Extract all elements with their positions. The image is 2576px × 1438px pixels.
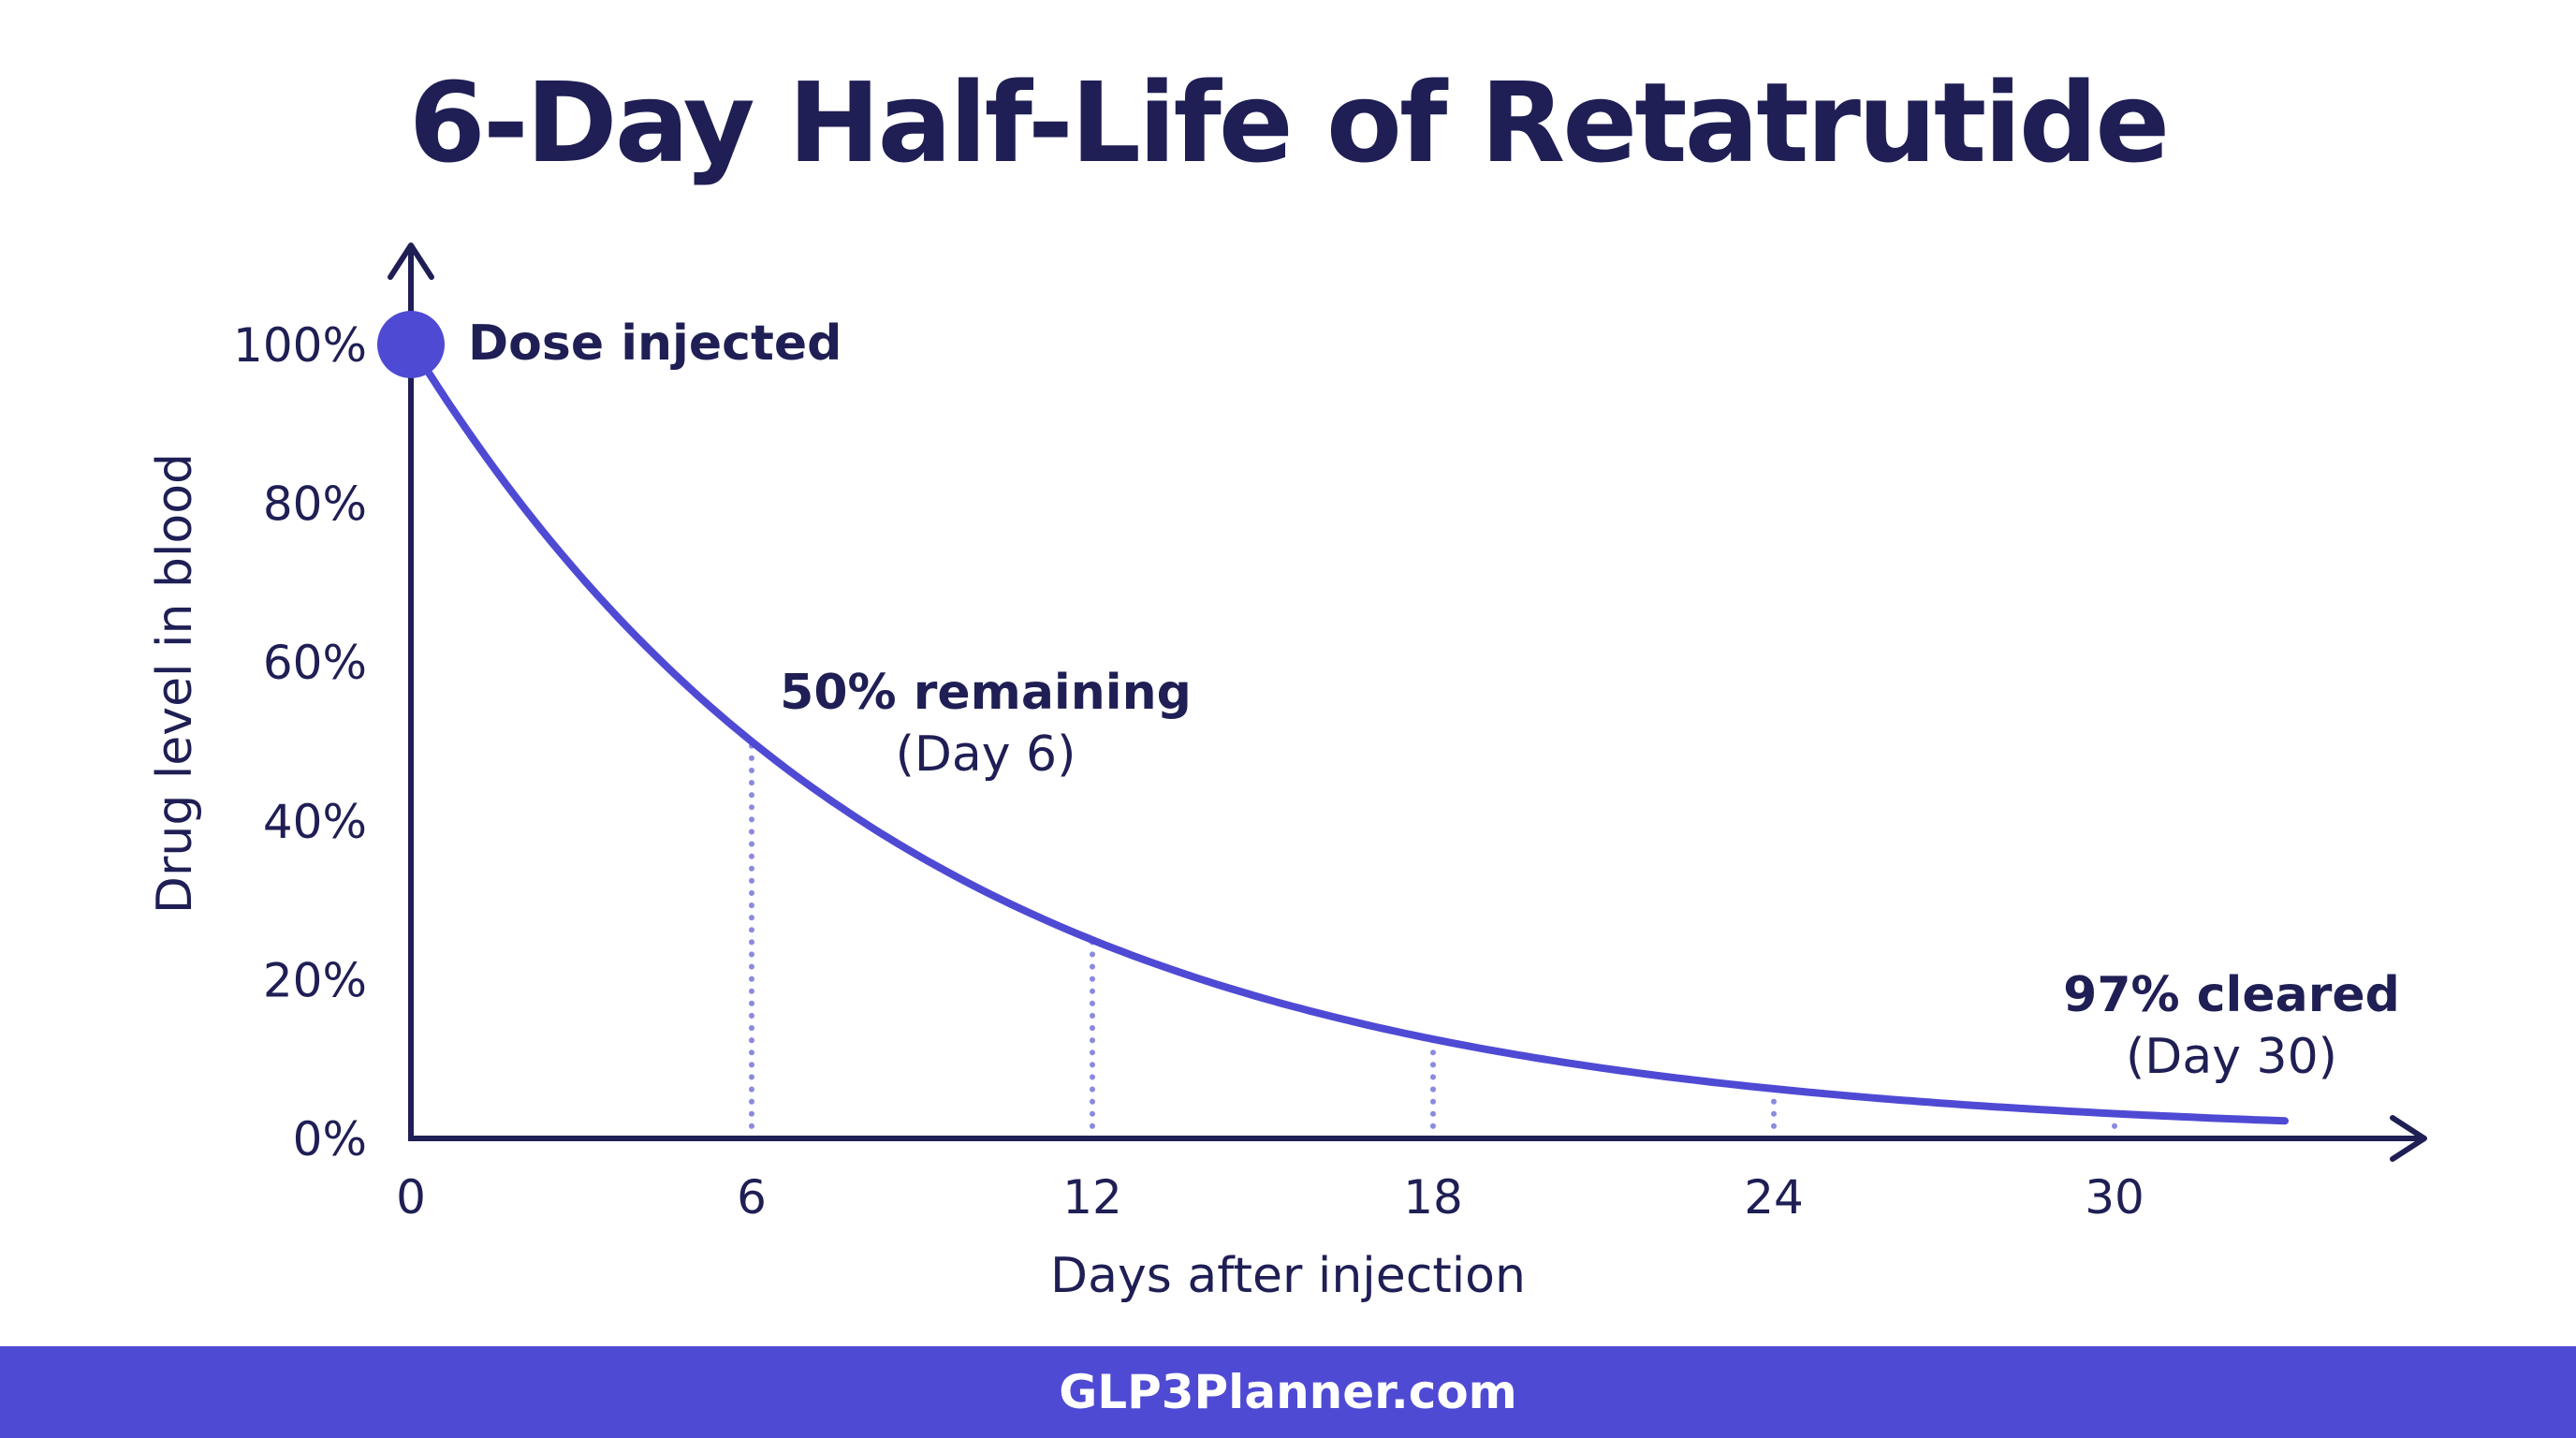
annotation-half-remaining-day: (Day 6): [896, 726, 1076, 783]
y-axis-label: Drug level in blood: [147, 453, 203, 914]
x-axis-arrow: [2390, 1115, 2427, 1162]
footer-banner: GLP3Planner.com: [0, 1346, 2576, 1438]
y-tick-label: 100%: [233, 318, 367, 373]
x-tick-label: 24: [1744, 1170, 1804, 1225]
footer-site-link[interactable]: GLP3Planner.com: [1059, 1365, 1517, 1419]
y-tick-labels: 0% 20% 40% 60% 80% 100%: [233, 318, 367, 1167]
x-tick-label: 0: [396, 1170, 426, 1225]
x-tick-label: 18: [1403, 1170, 1463, 1225]
dose-marker: [377, 311, 445, 378]
annotation-half-remaining: 50% remaining: [780, 665, 1192, 721]
chart-title: 6-Day Half-Life of Retatrutide: [408, 58, 2171, 187]
annotation-cleared: 97% cleared: [2063, 967, 2400, 1023]
y-tick-label: 20%: [263, 953, 367, 1007]
guide-lines: [749, 739, 2117, 1141]
x-tick-labels: 0 6 12 18 24 30: [396, 1170, 2144, 1225]
x-tick-label: 12: [1062, 1170, 1122, 1225]
y-tick-label: 0%: [293, 1112, 367, 1167]
x-tick-label: 30: [2085, 1170, 2144, 1225]
axes: [388, 242, 2427, 1162]
x-axis-label: Days after injection: [1050, 1248, 1526, 1304]
decay-curve: [407, 341, 2289, 1125]
y-tick-label: 80%: [263, 477, 367, 532]
x-tick-label: 6: [737, 1170, 767, 1225]
y-tick-label: 60%: [263, 636, 367, 690]
y-tick-label: 40%: [263, 795, 367, 849]
y-axis-arrow: [388, 242, 434, 280]
annotation-dose-injected: Dose injected: [468, 315, 842, 372]
annotation-cleared-day: (Day 30): [2126, 1029, 2337, 1085]
half-life-chart: 0% 20% 40% 60% 80% 100% 0 6 12 18 24 30 Dose injec…: [147, 242, 2427, 1304]
